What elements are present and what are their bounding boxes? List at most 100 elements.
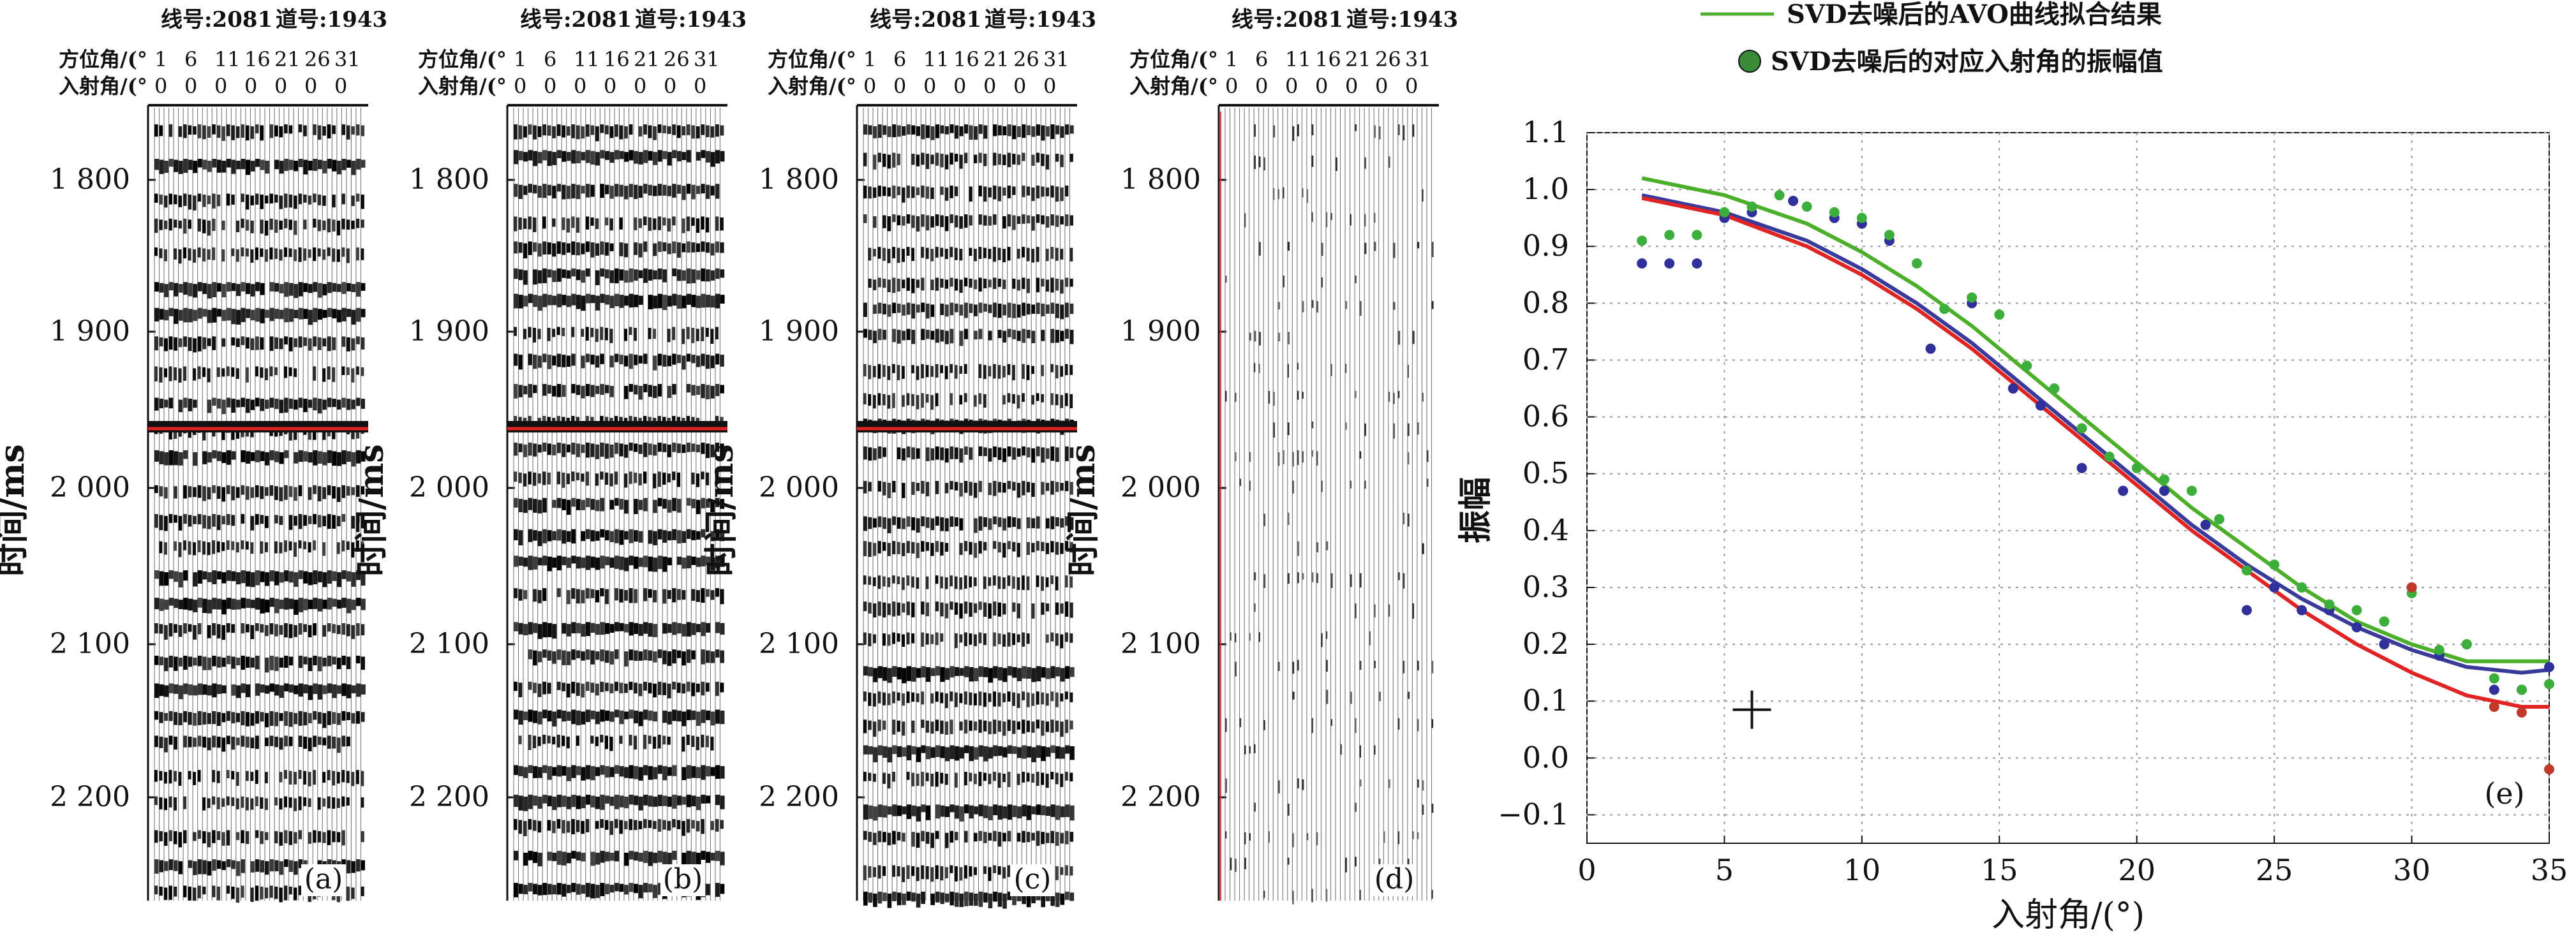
trace-peak [1069,215,1073,226]
trace-peak [609,355,614,367]
trace-peak [944,187,949,201]
trace-peak [978,830,983,841]
trace-peak [212,124,216,135]
trace-peak [279,798,283,810]
trace-peak [1244,857,1246,869]
trace-peak [921,771,925,786]
trace-peak [231,860,235,869]
trace-peak [916,279,920,288]
trace-peak [279,452,284,464]
trace-peak [978,247,982,259]
trace-peak [221,399,226,415]
trace-peak [284,683,289,691]
trace-peak [1050,575,1053,584]
trace-peak [590,295,595,304]
trace-peak [676,499,681,513]
trace-peak [212,859,216,871]
azimuth-value: 26 [1375,47,1401,71]
trace-peak [701,124,705,135]
trace-peak [178,368,182,383]
trace-peak [676,711,681,722]
trace-peak [902,279,905,288]
trace-peak [959,330,964,346]
trace-peak [341,159,346,170]
trace-peak [974,634,977,647]
trace-peak [1292,691,1295,700]
trace-peak [221,515,226,525]
trace-peak [935,124,940,138]
trace-peak [168,683,174,693]
amplitude-point [2021,360,2032,371]
trace-peak [930,365,934,377]
trace-peak [877,364,881,379]
trace-peak [672,819,676,828]
trace-peak [672,765,677,776]
trace-peak [202,451,207,464]
trace-peak [269,397,274,408]
trace-peak [638,852,643,862]
trace-peak [691,184,696,200]
trace-peak [361,219,364,228]
trace-peak [653,473,657,489]
trace-peak [944,365,948,380]
trace-peak [959,634,963,643]
incidence-value: 0 [694,74,706,98]
trace-peak [231,367,235,377]
trace-peak [581,473,584,482]
trace-peak [174,515,177,523]
trace-peak [1007,446,1011,457]
trace-peak [1060,216,1064,225]
trace-peak [269,885,273,898]
trace-peak [284,598,289,610]
amplitude-point [1801,201,1812,212]
trace-peak [556,184,562,192]
trace-peak [1022,302,1026,316]
trace-peak [887,634,891,646]
trace-peak [614,293,620,307]
trace-peak [322,195,326,206]
trace-peak [341,307,346,321]
trace-peak [279,220,283,230]
trace-peak [993,632,996,647]
trace-peak [260,399,265,411]
trace-peak [1031,216,1035,231]
trace-peak [949,247,953,258]
trace-peak [1359,661,1362,670]
trace-peak [1069,330,1074,344]
trace-peak [255,124,259,134]
trace-peak [1364,480,1366,489]
trace-peak [260,797,264,809]
trace-peak [1064,124,1069,135]
trace-peak [940,330,944,342]
trace-peak [154,735,158,748]
trace-peak [925,517,930,528]
trace-peak [332,797,336,809]
trace-peak [523,243,528,259]
trace-peak [657,416,661,426]
trace-peak [921,277,925,291]
trace-peak [197,735,202,747]
trace-peak [993,575,996,586]
trace-peak [178,161,183,174]
trace-peak [164,572,169,586]
trace-peak [207,309,212,323]
trace-peak [696,186,701,195]
azimuth-label: 方位角/(° [418,47,507,71]
trace-peak [892,632,896,644]
trace-peak [676,650,681,658]
trace-peak [207,798,211,808]
trace-peak [552,243,556,257]
trace-peak [590,355,595,365]
trace-peak [590,623,595,633]
trace-peak [1283,275,1284,288]
trace-peak [1069,125,1074,134]
trace-peak [562,385,566,397]
trace-peak [1069,602,1073,618]
trace-peak [935,152,939,166]
incidence-value: 0 [863,74,876,98]
trace-peak [576,650,581,658]
trace-peak [571,622,576,633]
trace-peak [897,805,902,816]
trace-peak [514,471,517,482]
incidence-value: 0 [1345,74,1358,98]
